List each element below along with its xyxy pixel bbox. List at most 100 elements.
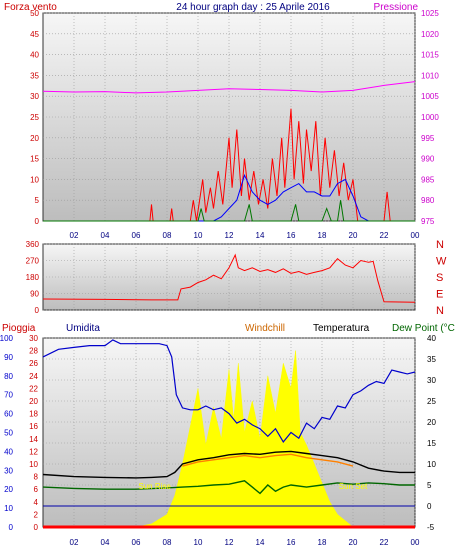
x-tick-label: 00 xyxy=(411,231,420,240)
y-tick-label-wind: 5 xyxy=(35,196,40,205)
y-tick-label-temperature: 0 xyxy=(427,502,432,511)
x-tick-label: 06 xyxy=(132,231,141,240)
y-tick-label-direction: 90 xyxy=(30,290,39,299)
y-tick-label-pressure: 1000 xyxy=(421,113,439,122)
humidity-line xyxy=(42,339,416,443)
wind-series-line xyxy=(43,173,415,222)
compass-label: N xyxy=(436,305,444,317)
y-tick-label-wind: 40 xyxy=(30,51,39,60)
y-tick-label-pressure: 980 xyxy=(421,196,435,205)
x-tick-label: 22 xyxy=(380,538,389,547)
y-tick-label-pressure: 995 xyxy=(421,134,435,143)
y-tick-label-rain: 10 xyxy=(29,460,38,469)
y-tick-label-rain: 30 xyxy=(29,334,38,343)
y-tick-label-pressure: 1010 xyxy=(421,71,439,80)
y-tick-label-pressure: 1025 xyxy=(421,9,439,18)
y-tick-label-humidity: 50 xyxy=(4,429,13,438)
temperature-line xyxy=(42,450,415,479)
y-tick-label-wind: 15 xyxy=(30,155,39,164)
y-tick-label-rain: 28 xyxy=(29,347,38,356)
y-tick-label-temperature: 35 xyxy=(427,355,436,364)
y-tick-label-temperature: 10 xyxy=(427,460,436,469)
y-tick-label-humidity: 40 xyxy=(4,447,13,456)
y-tick-label-rain: 20 xyxy=(29,397,38,406)
y-tick-label-wind: 45 xyxy=(30,30,39,39)
x-tick-label: 14 xyxy=(256,231,265,240)
y-tick-label-rain: 12 xyxy=(29,447,38,456)
legend-dew-point: Dew Point (°C xyxy=(392,323,455,334)
y-tick-label-pressure: 1015 xyxy=(421,51,439,60)
compass-label: S xyxy=(436,272,443,284)
chart-title: 24 hour graph day : 25 Aprile 2016 xyxy=(176,2,330,13)
y-tick-label-humidity: 70 xyxy=(4,391,13,400)
y-tick-label-direction: 180 xyxy=(26,273,40,282)
y-tick-label-wind: 20 xyxy=(30,134,39,143)
x-tick-label: 08 xyxy=(163,538,172,547)
y-tick-label-rain: 6 xyxy=(34,485,39,494)
x-tick-label: 20 xyxy=(349,538,358,547)
y-tick-label-temperature: -5 xyxy=(427,523,435,532)
x-tick-label: 02 xyxy=(70,231,79,240)
y-tick-label-direction: 0 xyxy=(35,306,40,315)
y-tick-label-humidity: 10 xyxy=(4,504,13,513)
compass-label: W xyxy=(436,256,447,268)
temp-humidity-panel: 1020304050607080901000246810121416182022… xyxy=(0,334,436,547)
x-tick-label: 12 xyxy=(225,231,234,240)
legend-windchill: Windchill xyxy=(245,323,285,334)
y-tick-label-humidity: 90 xyxy=(4,353,13,362)
x-tick-label: 22 xyxy=(380,231,389,240)
pressure-axis-label: Pressione xyxy=(374,2,419,13)
windchill-line xyxy=(182,453,354,467)
wind-axis-label: Forza vento xyxy=(4,2,57,13)
y-tick-label-pressure: 985 xyxy=(421,175,435,184)
y-tick-label-rain: 18 xyxy=(29,410,38,419)
y-tick-label-rain: 2 xyxy=(34,510,39,519)
y-tick-label-rain: 4 xyxy=(34,498,39,507)
y-tick-label-rain: 8 xyxy=(34,473,39,482)
legend-umidita: Umidita xyxy=(66,323,100,334)
y-tick-label-humidity: 20 xyxy=(4,485,13,494)
wind-direction-line xyxy=(42,253,416,303)
y-tick-label-temperature: 30 xyxy=(427,376,436,385)
y-tick-label-pressure: 1005 xyxy=(421,92,439,101)
y-tick-label-wind: 25 xyxy=(30,113,39,122)
x-tick-label: 16 xyxy=(287,538,296,547)
y-tick-label-temperature: 20 xyxy=(427,418,436,427)
y-tick-label-wind: 0 xyxy=(35,217,40,226)
solar-area xyxy=(135,350,354,528)
y-tick-label-rain: 16 xyxy=(29,422,38,431)
y-tick-label-humidity: 60 xyxy=(4,410,13,419)
y-tick-label-rain: 0 xyxy=(34,523,39,532)
y-tick-label-pressure: 975 xyxy=(421,217,435,226)
x-tick-label: 10 xyxy=(194,538,203,547)
x-tick-label: 16 xyxy=(287,231,296,240)
pressure-line xyxy=(42,81,416,94)
x-tick-label: 20 xyxy=(349,231,358,240)
x-tick-label: 18 xyxy=(318,538,327,547)
compass-label: N xyxy=(436,239,444,251)
y-tick-label-humidity: 80 xyxy=(4,372,13,381)
y-tick-label-humidity: 30 xyxy=(4,466,13,475)
y-tick-label-rain: 26 xyxy=(29,359,38,368)
y-tick-label-temperature: 15 xyxy=(427,439,436,448)
legend-temperatura: Temperatura xyxy=(313,323,370,334)
y-tick-label-wind: 35 xyxy=(30,71,39,80)
x-tick-label: 04 xyxy=(101,231,110,240)
x-tick-label: 14 xyxy=(256,538,265,547)
y-tick-label-pressure: 1020 xyxy=(421,30,439,39)
x-tick-label: 10 xyxy=(194,231,203,240)
y-tick-label-wind: 50 xyxy=(30,9,39,18)
y-tick-label-wind: 30 xyxy=(30,92,39,101)
x-tick-label: 00 xyxy=(411,538,420,547)
y-tick-label-humidity: 100 xyxy=(0,334,14,343)
y-tick-label-rain: 22 xyxy=(29,384,38,393)
wind-pressure-panel: 0510152025303540455097598098599099510001… xyxy=(30,9,439,240)
x-tick-label: 18 xyxy=(318,231,327,240)
wind-series-line xyxy=(43,200,415,222)
y-tick-label-direction: 270 xyxy=(26,257,40,266)
y-tick-label-temperature: 25 xyxy=(427,397,436,406)
y-tick-label-humidity: 0 xyxy=(9,523,14,532)
x-tick-label: 02 xyxy=(70,538,79,547)
